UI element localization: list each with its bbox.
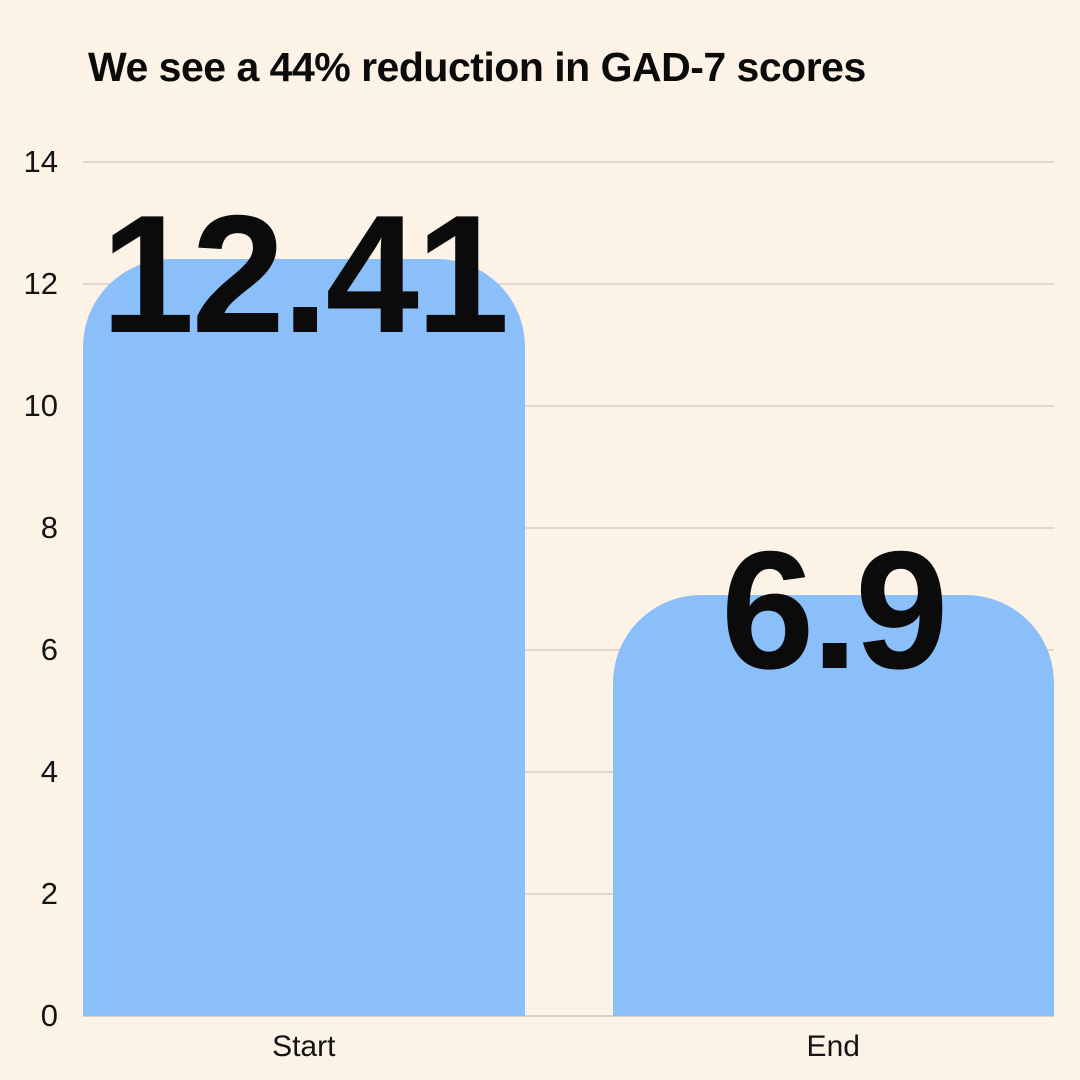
value-label-start: 12.41	[101, 179, 509, 368]
gridline-y2	[83, 893, 1054, 895]
y-tick-label-0: 0	[40, 998, 58, 1033]
gridline-y10	[83, 405, 1054, 407]
gridline-y8	[83, 527, 1054, 529]
y-tick-label-4: 4	[40, 754, 58, 789]
bar-start	[83, 259, 525, 1016]
plot-area: 12.41 6.9	[83, 161, 1054, 1017]
gridline-y14	[83, 161, 1054, 163]
y-tick-label-10: 10	[23, 388, 58, 423]
y-tick-label-12: 12	[23, 266, 58, 301]
y-tick-label-6: 6	[40, 632, 58, 667]
y-tick-label-8: 8	[40, 510, 58, 545]
x-category-label-end: End	[806, 1030, 860, 1063]
y-tick-label-2: 2	[40, 876, 58, 911]
gridline-y12	[83, 283, 1054, 285]
bar-end	[612, 595, 1054, 1016]
y-tick-label-14: 14	[23, 144, 58, 179]
gridline-y4	[83, 771, 1054, 773]
value-label-end: 6.9	[720, 516, 949, 705]
gridline-y0	[83, 1015, 1054, 1017]
x-category-label-start: Start	[272, 1030, 336, 1063]
gridline-y6	[83, 649, 1054, 651]
chart-title: We see a 44% reduction in GAD-7 scores	[88, 44, 866, 90]
